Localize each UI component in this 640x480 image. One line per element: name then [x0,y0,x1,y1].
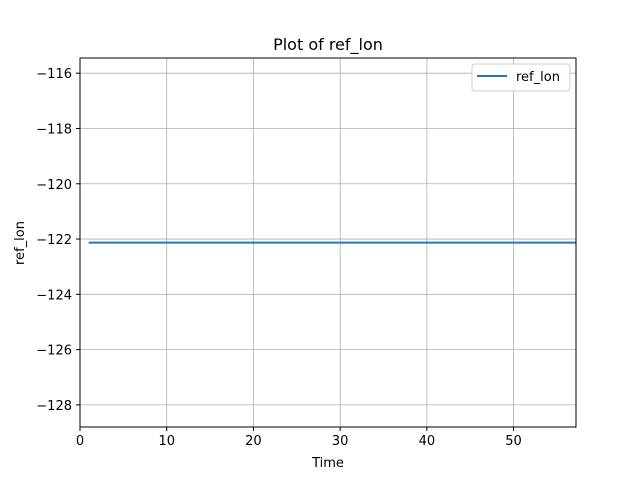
x-tick-label: 0 [76,434,84,449]
plot-area [79,57,577,428]
legend: ref_lon [471,63,571,92]
chart-title: Plot of ref_lon [273,35,383,55]
y-tick-label: −126 [36,344,72,359]
y-tick-label: −118 [36,122,72,137]
y-tick-label: −124 [36,288,72,303]
y-tick-label: −116 [36,67,72,82]
x-axis-label: Time [311,456,344,471]
y-axis-label: ref_lon [13,221,28,265]
y-tick-label: −120 [36,178,72,193]
x-tick-label: 20 [245,434,262,449]
y-tick-label: −122 [36,233,72,248]
x-axis: 0 10 20 30 40 50 [76,427,522,449]
plot-frame [79,57,577,428]
legend-box [471,63,571,92]
x-tick-label: 10 [158,434,175,449]
x-tick-label: 40 [419,434,436,449]
x-tick-label: 50 [505,434,522,449]
y-axis: −116 −118 −120 −122 −124 −126 −128 [36,67,80,414]
x-tick-label: 30 [332,434,349,449]
y-tick-label: −128 [36,399,72,414]
legend-label-ref-lon: ref_lon [516,70,560,85]
